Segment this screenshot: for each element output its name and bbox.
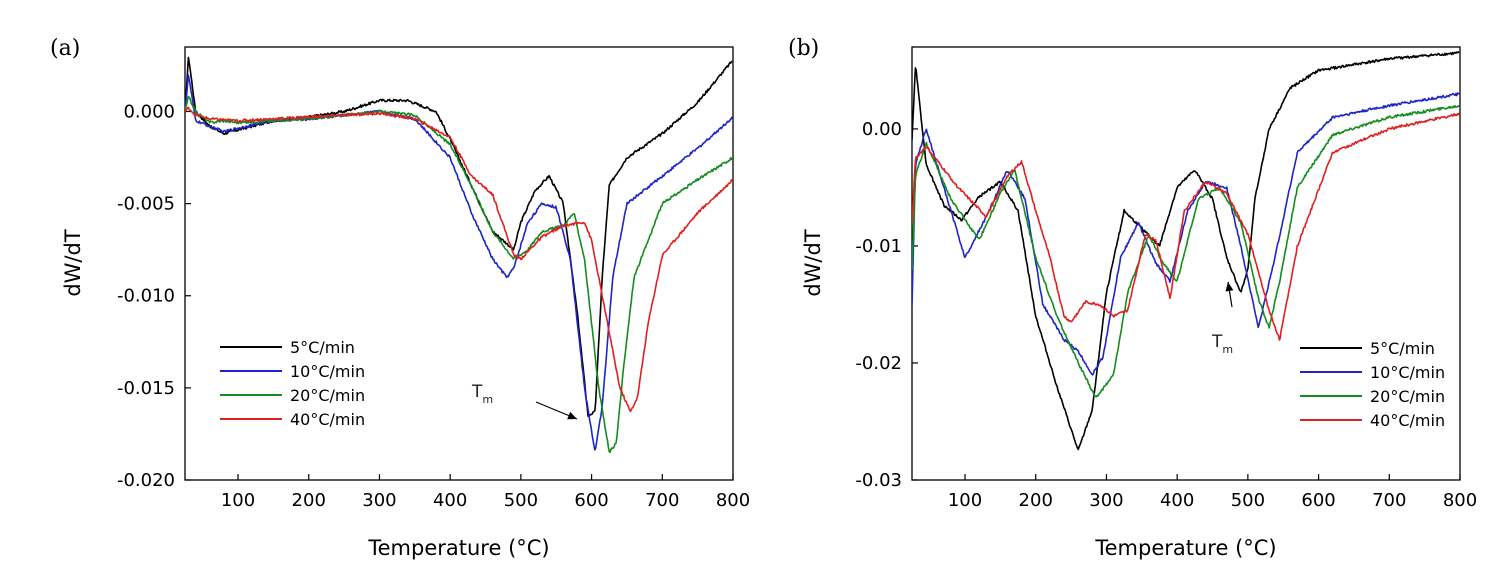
- x-tick-label: 700: [645, 490, 679, 511]
- y-tick-label: -0.03: [855, 470, 902, 491]
- x-tick-label: 800: [1443, 490, 1477, 511]
- x-tick-label: 400: [433, 490, 467, 511]
- y-tick-label: -0.015: [117, 378, 175, 399]
- series-line-2: [185, 74, 733, 451]
- tm-arrowhead: [1225, 282, 1234, 292]
- x-tick-label: 300: [362, 490, 396, 511]
- x-tick-label: 700: [1372, 490, 1406, 511]
- x-tick-label: 800: [716, 490, 750, 511]
- legend-label: 40°C/min: [1370, 411, 1445, 430]
- panel-label: (a): [50, 36, 80, 61]
- x-tick-label: 500: [504, 490, 538, 511]
- x-tick-label: 100: [948, 490, 982, 511]
- y-tick-label: -0.005: [117, 194, 175, 215]
- tm-annotation: Tm: [471, 382, 493, 406]
- series-line-1: [912, 50, 1460, 451]
- series-line-3: [185, 95, 733, 454]
- tm-annotation: Tm: [1211, 332, 1233, 356]
- legend-label: 20°C/min: [290, 386, 365, 405]
- legend-label: 40°C/min: [290, 410, 365, 429]
- x-tick-label: 600: [1301, 490, 1335, 511]
- y-tick-label: -0.02: [855, 353, 902, 374]
- x-tick-label: 300: [1089, 490, 1123, 511]
- x-tick-label: 500: [1231, 490, 1265, 511]
- x-tick-label: 400: [1160, 490, 1194, 511]
- legend-label: 10°C/min: [1370, 363, 1445, 382]
- series-line-4: [912, 112, 1460, 341]
- legend-label: 5°C/min: [1370, 339, 1435, 358]
- y-tick-label: 0.000: [123, 101, 175, 122]
- y-tick-label: 0.00: [862, 119, 902, 140]
- x-tick-label: 200: [292, 490, 326, 511]
- legend-label: 10°C/min: [290, 362, 365, 381]
- series-line-3: [912, 105, 1460, 398]
- chart-panel-a: (a) 100 200 300 400 500 600 700 800 0.000 -0.005 -0…: [50, 36, 750, 560]
- chart-panel-b: (b) 100 200 300 400 500 600 700 800 0.00 -0.01 -0.0…: [788, 36, 1477, 560]
- x-tick-label: 100: [221, 490, 255, 511]
- series-line-2: [912, 92, 1460, 376]
- legend-label: 5°C/min: [290, 338, 355, 357]
- y-axis-title: dW/dT: [61, 229, 85, 296]
- y-axis-title: dW/dT: [801, 229, 825, 296]
- plot-frame: [184, 46, 734, 481]
- x-tick-label: 600: [574, 490, 608, 511]
- x-axis-title: Temperature (°C): [1094, 536, 1276, 560]
- x-axis-title: Temperature (°C): [367, 536, 549, 560]
- x-tick-label: 200: [1019, 490, 1053, 511]
- series-line-4: [185, 106, 733, 413]
- y-tick-label: -0.01: [855, 236, 902, 257]
- panel-label: (b): [788, 36, 819, 61]
- tm-arrowhead: [567, 411, 577, 420]
- legend-label: 20°C/min: [1370, 387, 1445, 406]
- y-tick-label: -0.020: [117, 470, 175, 491]
- y-tick-label: -0.010: [117, 286, 175, 307]
